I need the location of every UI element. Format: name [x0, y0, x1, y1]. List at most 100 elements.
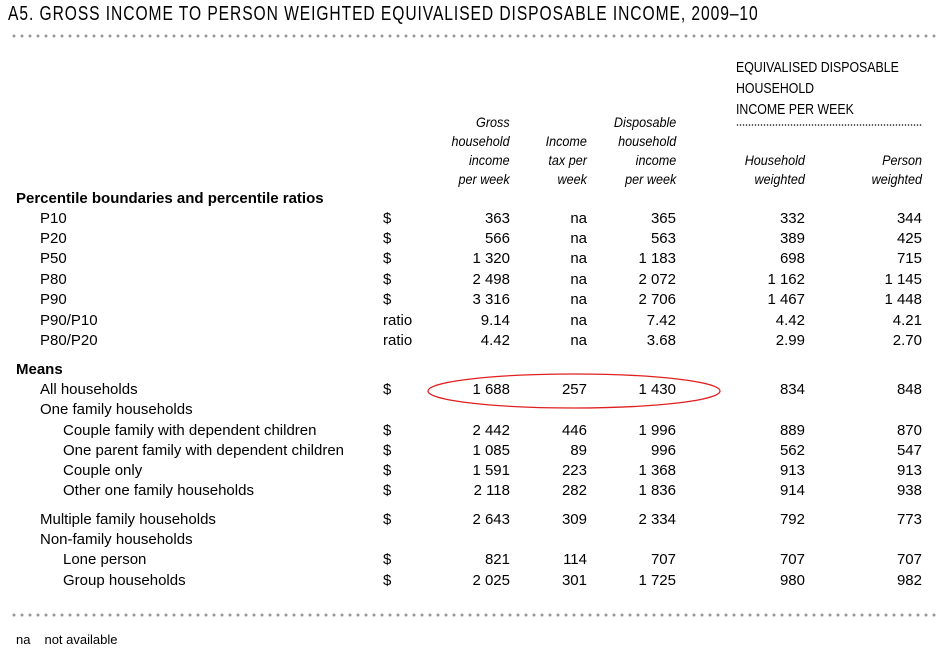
table-title: A5. GROSS INCOME TO PERSON WEIGHTED EQUI…: [8, 3, 759, 25]
row-label: Percentile boundaries and percentile rat…: [16, 190, 324, 207]
cell-value: 332: [779, 210, 805, 227]
dotted-rule-bottom: [10, 613, 938, 617]
table-row: P20 $566 na 563 389 425: [0, 230, 944, 250]
row-label: Non-family households: [40, 531, 193, 548]
row-unit: $: [383, 422, 392, 439]
cell-value: 1 996: [638, 422, 676, 439]
cell-value: 301: [561, 572, 587, 589]
cell-value: 715: [896, 250, 922, 267]
cell-value: 563: [650, 230, 676, 247]
row-label: P80/P20: [40, 332, 98, 349]
table-row: Lone person $821 114 707 707 707: [0, 551, 944, 571]
column-header-line: weighted: [754, 171, 805, 187]
section-heading-row: Percentile boundaries and percentile rat…: [0, 190, 944, 210]
row-label: P90/P10: [40, 312, 98, 329]
column-header-4: Person weighted: [872, 151, 922, 189]
cell-value: 1 591: [472, 462, 510, 479]
cell-value: 1 145: [884, 271, 922, 288]
cell-value: 870: [896, 422, 922, 439]
row-label: One parent family with dependent childre…: [63, 442, 345, 459]
cell-value: 282: [561, 482, 587, 499]
cell-value: 698: [779, 250, 805, 267]
column-header-line: Income: [545, 133, 587, 149]
cell-value: 114: [563, 551, 587, 568]
row-unit: $: [383, 572, 392, 589]
cell-value: na: [570, 291, 587, 308]
row-label: P90: [40, 291, 67, 308]
row-label: P10: [40, 210, 67, 227]
cell-value: 1 368: [638, 462, 676, 479]
column-header-line: Gross: [476, 114, 510, 130]
table-row: Multiple family households $2 643 309 2 334…: [0, 511, 944, 531]
row-unit: $: [383, 482, 392, 499]
column-header-line: Person: [882, 152, 922, 168]
footnote-text: not available: [44, 632, 118, 647]
cell-value: 2 706: [638, 291, 676, 308]
cell-value: 773: [896, 511, 922, 528]
row-unit: $: [383, 230, 392, 247]
cell-value: 309: [561, 511, 587, 528]
row-label: P50: [40, 250, 67, 267]
column-header-line: weighted: [871, 171, 922, 187]
cell-value: na: [570, 230, 587, 247]
cell-value: 913: [779, 462, 805, 479]
cell-value: 446: [561, 422, 587, 439]
cell-value: 889: [779, 422, 805, 439]
cell-value: 2 643: [472, 511, 510, 528]
cell-value: 2.99: [775, 332, 805, 349]
row-unit: $: [383, 250, 392, 267]
row-label: All households: [40, 381, 138, 398]
row-unit: ratio: [383, 332, 413, 349]
cell-value: 389: [779, 230, 805, 247]
cell-value: 9.14: [480, 312, 510, 329]
footnote: na not available: [16, 632, 117, 647]
cell-value: 1 836: [638, 482, 676, 499]
cell-value: 566: [484, 230, 510, 247]
cell-value: 914: [779, 482, 805, 499]
table-row: Couple only $1 591 223 1 368 913 913: [0, 462, 944, 482]
cell-value: 1 688: [472, 381, 510, 398]
column-header-line: week: [557, 171, 587, 187]
row-label: Multiple family households: [40, 511, 216, 528]
cell-value: 4.42: [775, 312, 805, 329]
cell-value: 2 025: [472, 572, 510, 589]
column-header-0: Gross household income per week: [452, 113, 510, 189]
row-label: Couple family with dependent children: [63, 422, 317, 439]
cell-value: 982: [896, 572, 922, 589]
column-header-line: household: [451, 133, 510, 149]
column-header-2: Disposable household income per week: [614, 113, 676, 189]
cell-value: 1 183: [638, 250, 676, 267]
row-label: Couple only: [63, 462, 143, 479]
cell-value: na: [570, 250, 587, 267]
table-row: P50 $1 320 na 1 183 698 715: [0, 250, 944, 270]
row-label: Lone person: [63, 551, 147, 568]
table-row: All households $1 688 257 1 430 834 848: [0, 381, 944, 401]
column-header-3: Household weighted: [745, 151, 805, 189]
column-header-line: Disposable: [613, 114, 676, 130]
column-header-line: Household: [744, 152, 805, 168]
row-unit: $: [383, 551, 392, 568]
group-header-line-2: HOUSEHOLD: [736, 81, 815, 97]
cell-value: 2.70: [892, 332, 922, 349]
cell-value: 562: [779, 442, 805, 459]
row-unit: $: [383, 442, 392, 459]
table-row: P90/P10 ratio 9.14 na 7.42 4.42 4.21: [0, 312, 944, 332]
row-label: One family households: [40, 401, 193, 418]
cell-value: 938: [896, 482, 922, 499]
row-label: Group households: [63, 572, 186, 589]
cell-value: 996: [650, 442, 676, 459]
row-label: Other one family households: [63, 482, 254, 499]
row-label: P80: [40, 271, 67, 288]
cell-value: 707: [650, 551, 676, 568]
cell-value: 547: [896, 442, 922, 459]
cell-value: 980: [779, 572, 805, 589]
cell-value: 2 498: [472, 271, 510, 288]
row-unit: $: [383, 511, 392, 528]
cell-value: 1 162: [767, 271, 805, 288]
cell-value: 834: [779, 381, 805, 398]
column-header-line: tax per: [548, 152, 587, 168]
cell-value: 2 442: [472, 422, 510, 439]
cell-value: 3 316: [472, 291, 510, 308]
cell-value: na: [570, 271, 587, 288]
cell-value: 223: [561, 462, 587, 479]
